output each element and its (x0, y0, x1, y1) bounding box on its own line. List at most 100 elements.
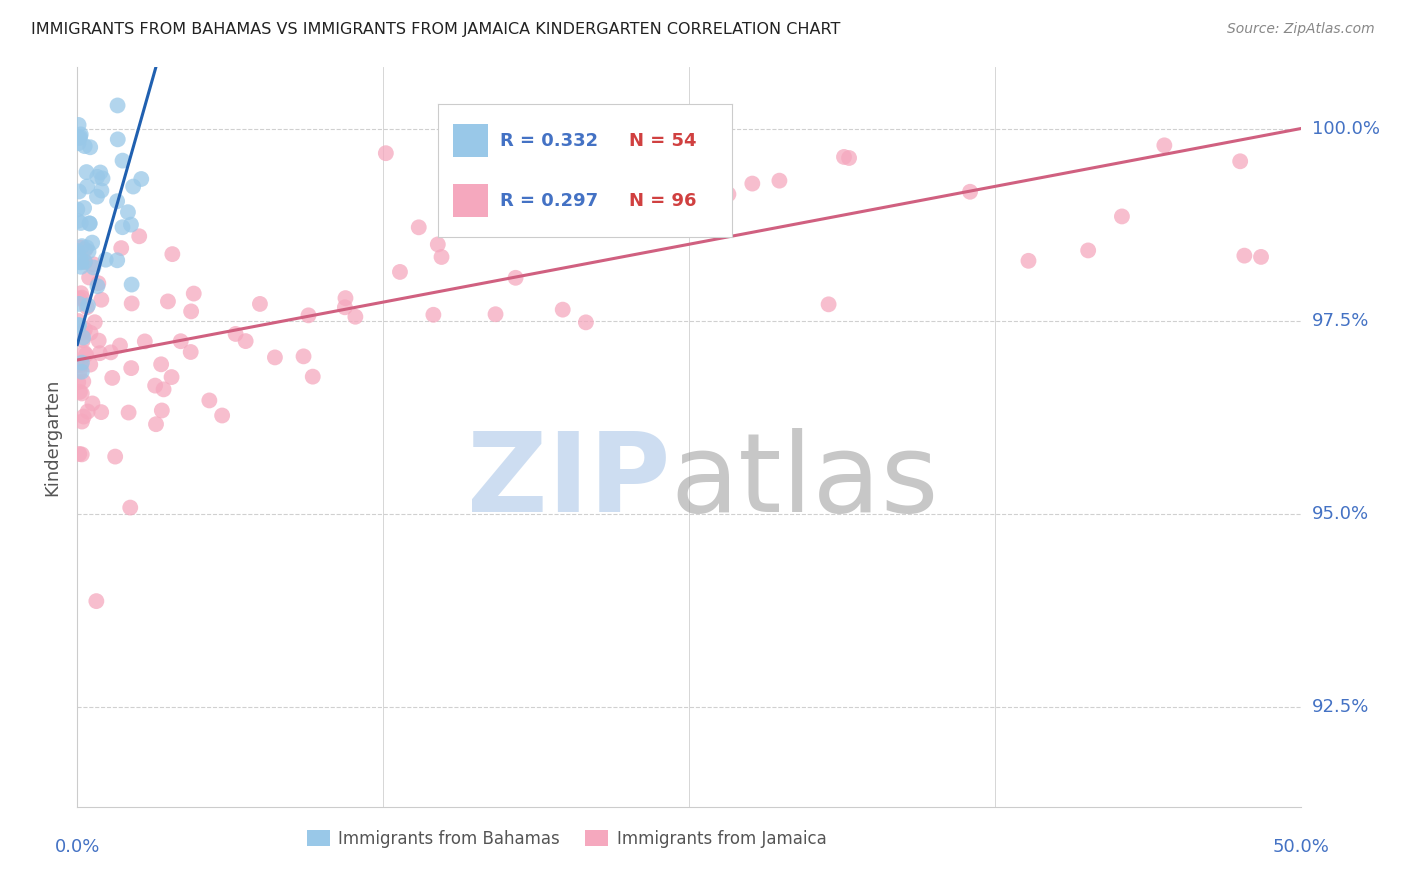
Text: 100.0%: 100.0% (1312, 120, 1379, 137)
Point (211, 409, 233, 423)
Point (72, 375, 94, 389)
Point (959, 185, 981, 199)
Point (69, 255, 91, 269)
Point (333, 300, 356, 314)
Point (67, 185, 90, 199)
Point (70, 386, 93, 401)
Point (117, 205, 139, 219)
Point (82, 396, 104, 410)
Point (100, 345, 122, 359)
Point (70, 286, 93, 301)
Point (108, 338, 131, 352)
Point (89, 165, 111, 179)
Point (105, 194, 128, 209)
Point (66, 246, 89, 260)
Point (121, 296, 143, 310)
Point (1077, 244, 1099, 258)
Point (79, 217, 101, 231)
Point (76, 404, 98, 418)
Point (72, 326, 94, 340)
Point (69, 255, 91, 269)
Text: IMMIGRANTS FROM BAHAMAS VS IMMIGRANTS FROM JAMAICA KINDERGARTEN CORRELATION CHAR: IMMIGRANTS FROM BAHAMAS VS IMMIGRANTS FR… (31, 22, 841, 37)
Point (73, 409, 96, 424)
Point (79, 216, 101, 230)
Point (105, 253, 128, 268)
Point (235, 334, 257, 348)
Point (505, 270, 527, 285)
Point (86, 594, 108, 608)
Point (180, 304, 202, 318)
Text: 95.0%: 95.0% (1312, 505, 1369, 524)
Point (225, 326, 247, 341)
Point (77, 244, 100, 259)
Point (422, 308, 444, 322)
Point (1111, 210, 1133, 224)
Point (67, 447, 90, 461)
Point (69, 128, 91, 142)
Point (292, 350, 315, 364)
Point (344, 310, 367, 324)
Point (83, 315, 105, 329)
Point (70, 239, 93, 253)
Point (69, 384, 91, 399)
Y-axis label: Kindergarten: Kindergarten (44, 378, 62, 496)
Point (162, 247, 184, 261)
Legend: Immigrants from Bahamas, Immigrants from Jamaica: Immigrants from Bahamas, Immigrants from… (299, 823, 834, 855)
Point (70, 241, 93, 255)
Point (768, 174, 790, 188)
Point (94, 252, 117, 267)
Point (76, 300, 98, 314)
Point (76, 240, 98, 254)
Point (484, 307, 506, 321)
Point (170, 334, 193, 349)
Point (120, 218, 142, 232)
Point (90, 293, 112, 307)
Point (297, 309, 319, 323)
Point (73, 345, 96, 359)
Point (73, 201, 96, 215)
Text: ZIP: ZIP (467, 428, 671, 535)
Point (79, 326, 101, 340)
Point (107, 98, 129, 112)
Point (741, 177, 763, 191)
Point (89, 346, 111, 360)
Point (86, 189, 108, 203)
Point (145, 417, 167, 432)
Point (717, 187, 740, 202)
Point (73, 323, 96, 337)
Point (69, 129, 91, 144)
Point (66, 251, 89, 265)
Point (69, 358, 91, 372)
Point (551, 302, 574, 317)
Point (832, 150, 855, 164)
Point (66, 214, 89, 228)
Point (73, 139, 96, 153)
Point (1250, 250, 1272, 264)
Point (134, 334, 156, 349)
Point (121, 277, 143, 292)
Point (122, 179, 145, 194)
Point (67, 314, 90, 328)
Point (67, 136, 90, 151)
Point (430, 250, 453, 264)
Point (75, 255, 97, 269)
Point (86, 169, 108, 184)
Point (107, 132, 129, 146)
Point (817, 297, 839, 311)
Point (120, 361, 142, 376)
Point (66, 358, 89, 372)
Point (87, 334, 110, 348)
Point (152, 383, 174, 397)
Point (408, 220, 430, 235)
Point (67, 118, 90, 132)
Point (117, 405, 139, 419)
Point (70, 365, 93, 379)
Point (91, 171, 114, 186)
Point (374, 146, 396, 161)
Point (335, 291, 357, 305)
Point (82, 235, 104, 250)
Point (70, 291, 93, 305)
Point (70, 253, 93, 268)
Point (1017, 253, 1039, 268)
Point (77, 298, 100, 312)
